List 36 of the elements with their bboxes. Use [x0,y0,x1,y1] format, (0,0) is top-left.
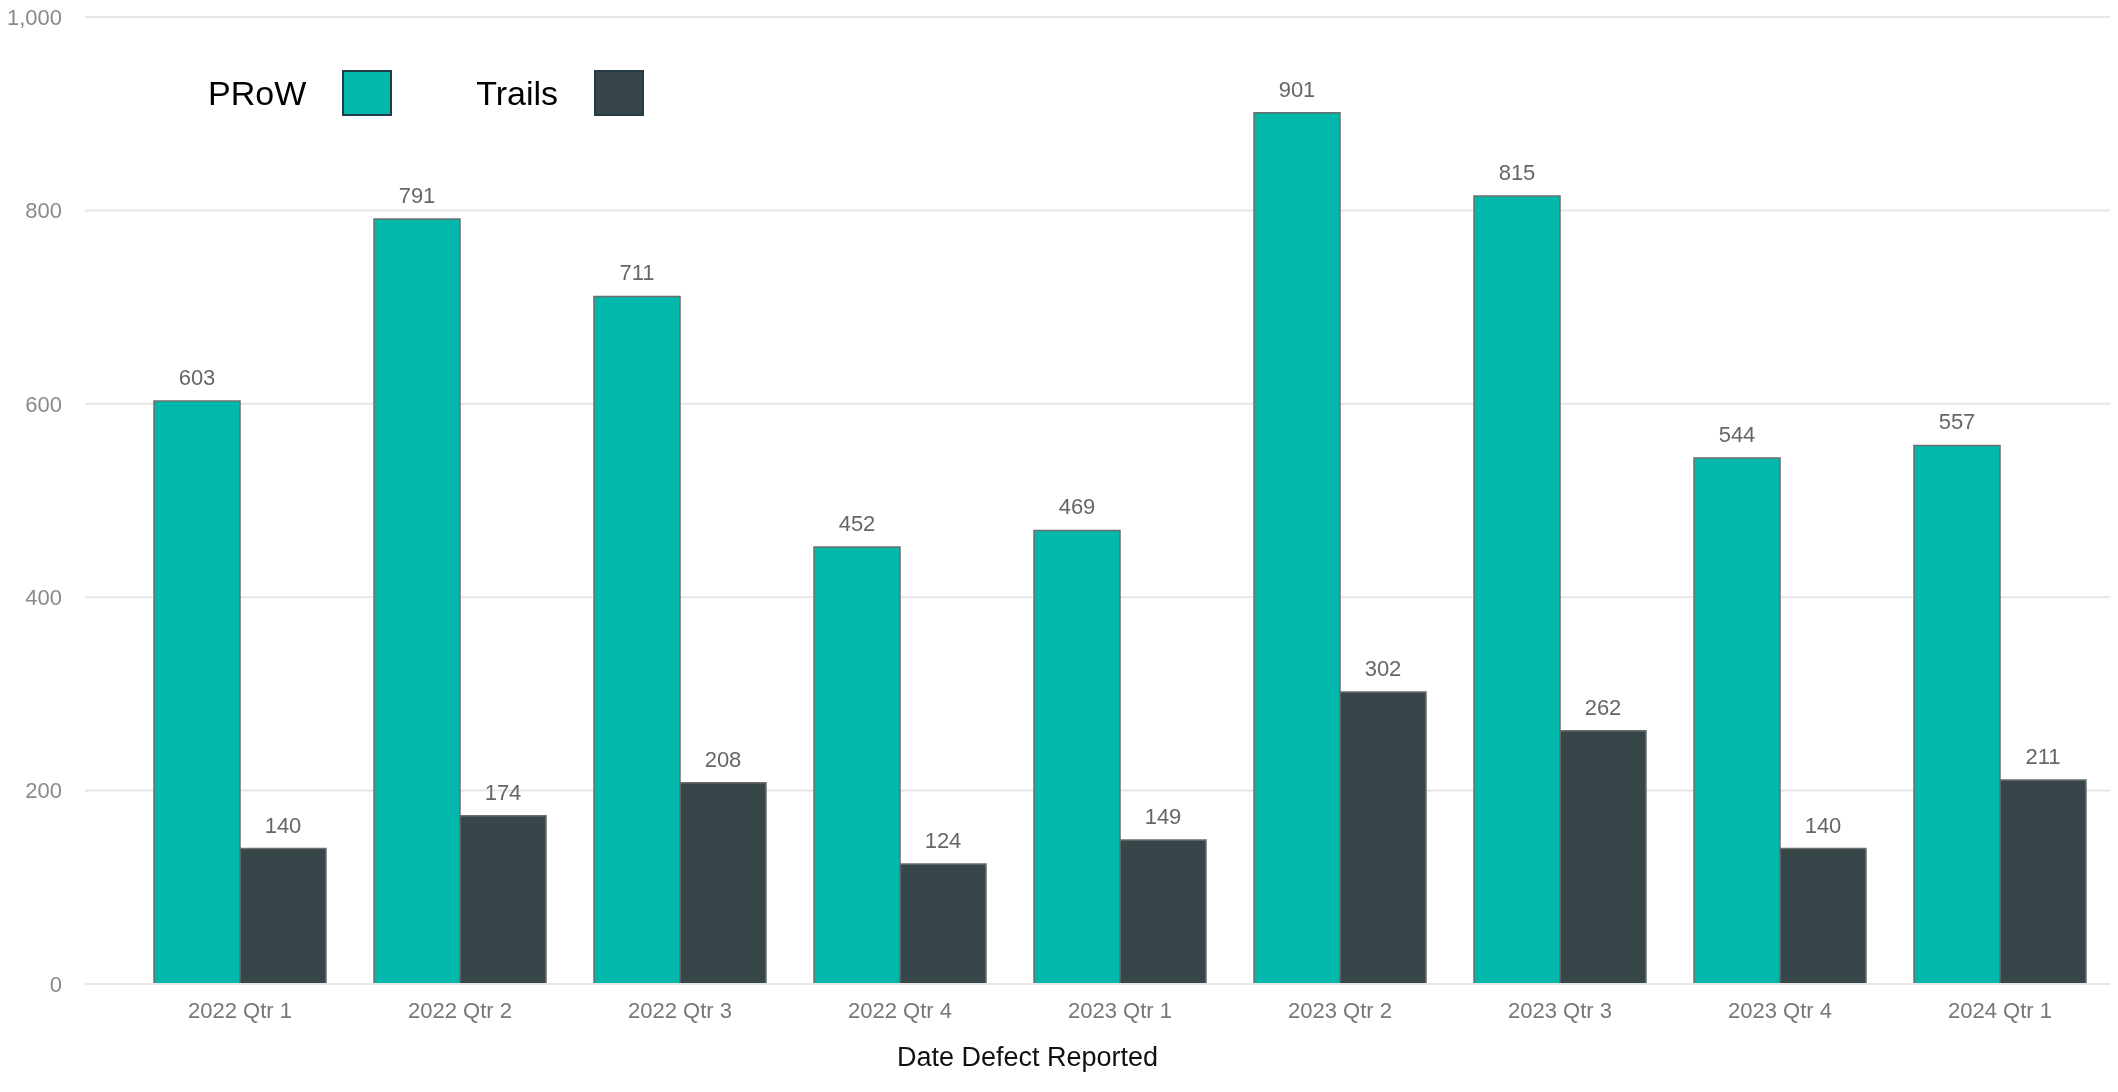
x-tick-label: 2023 Qtr 3 [1508,997,1612,1023]
x-tick-label: 2023 Qtr 1 [1068,997,1172,1023]
x-tick-label: 2024 Qtr 1 [1948,997,2052,1023]
data-label: 208 [704,746,742,772]
data-label: 557 [1938,409,1976,435]
data-label: 140 [1804,812,1842,838]
data-label: 815 [1498,159,1536,185]
data-label: 124 [924,828,962,854]
x-tick-label: 2022 Qtr 4 [848,997,952,1023]
y-tick-label: 0 [49,971,62,997]
x-axis-title: Date Defect Reported [896,1042,1159,1072]
y-tick-label: 200 [25,778,62,804]
data-label: 544 [1718,421,1756,447]
data-label: 140 [264,812,302,838]
y-tick-label: 800 [25,198,62,224]
data-label: 469 [1058,494,1096,520]
x-tick-label: 2023 Qtr 4 [1728,997,1832,1023]
x-tick-label: 2023 Qtr 2 [1288,997,1392,1023]
data-label: 262 [1584,694,1622,720]
data-label: 452 [838,510,876,536]
data-label: 603 [178,364,216,390]
data-label: 711 [619,260,655,286]
x-tick-label: 2022 Qtr 2 [408,997,512,1023]
y-tick-label: 400 [25,585,62,611]
data-label: 149 [1144,803,1182,829]
legend-label: Trails [476,73,559,113]
y-tick-label: 1,000 [6,4,62,30]
data-label: 791 [398,183,436,209]
x-tick-label: 2022 Qtr 1 [188,997,292,1023]
legend-label: PRoW [208,73,307,113]
data-label: 211 [2025,743,2061,769]
y-tick-label: 600 [25,391,62,417]
data-label: 302 [1364,655,1402,681]
x-tick-label: 2022 Qtr 3 [628,997,732,1023]
data-label: 901 [1278,76,1316,102]
data-label: 174 [484,779,522,805]
